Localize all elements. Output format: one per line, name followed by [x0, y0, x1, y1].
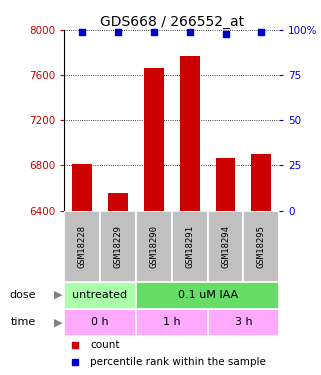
- Bar: [136, 211, 172, 282]
- Bar: [208, 211, 243, 282]
- Point: [80, 29, 85, 35]
- Text: dose: dose: [10, 290, 36, 300]
- Bar: [172, 211, 208, 282]
- Point: [151, 29, 156, 35]
- Title: GDS668 / 266552_at: GDS668 / 266552_at: [100, 15, 244, 29]
- Bar: [100, 211, 136, 282]
- Bar: [136, 309, 208, 336]
- Text: GSM18291: GSM18291: [185, 225, 194, 268]
- Bar: [136, 282, 279, 309]
- Bar: [216, 158, 235, 211]
- Text: GSM18228: GSM18228: [78, 225, 87, 268]
- Bar: [180, 56, 200, 211]
- Point: [223, 31, 228, 37]
- Text: count: count: [90, 340, 119, 350]
- Bar: [208, 309, 279, 336]
- Text: time: time: [11, 317, 36, 327]
- Bar: [64, 211, 100, 282]
- Text: untreated: untreated: [73, 290, 128, 300]
- Bar: [64, 309, 136, 336]
- Text: ▶: ▶: [54, 290, 62, 300]
- Text: GSM18290: GSM18290: [149, 225, 158, 268]
- Point: [259, 29, 264, 35]
- Bar: [64, 282, 136, 309]
- Text: GSM18295: GSM18295: [257, 225, 266, 268]
- Bar: [243, 211, 279, 282]
- Text: GSM18294: GSM18294: [221, 225, 230, 268]
- Bar: [144, 68, 164, 211]
- Text: percentile rank within the sample: percentile rank within the sample: [90, 357, 266, 368]
- Point: [116, 29, 121, 35]
- Bar: [108, 192, 128, 211]
- Point: [187, 29, 192, 35]
- Text: 3 h: 3 h: [235, 317, 252, 327]
- Text: 1 h: 1 h: [163, 317, 180, 327]
- Text: 0.1 uM IAA: 0.1 uM IAA: [178, 290, 238, 300]
- Bar: [72, 164, 92, 211]
- Text: GSM18229: GSM18229: [113, 225, 123, 268]
- Text: 0 h: 0 h: [91, 317, 109, 327]
- Bar: [251, 154, 271, 211]
- Text: ▶: ▶: [54, 317, 62, 327]
